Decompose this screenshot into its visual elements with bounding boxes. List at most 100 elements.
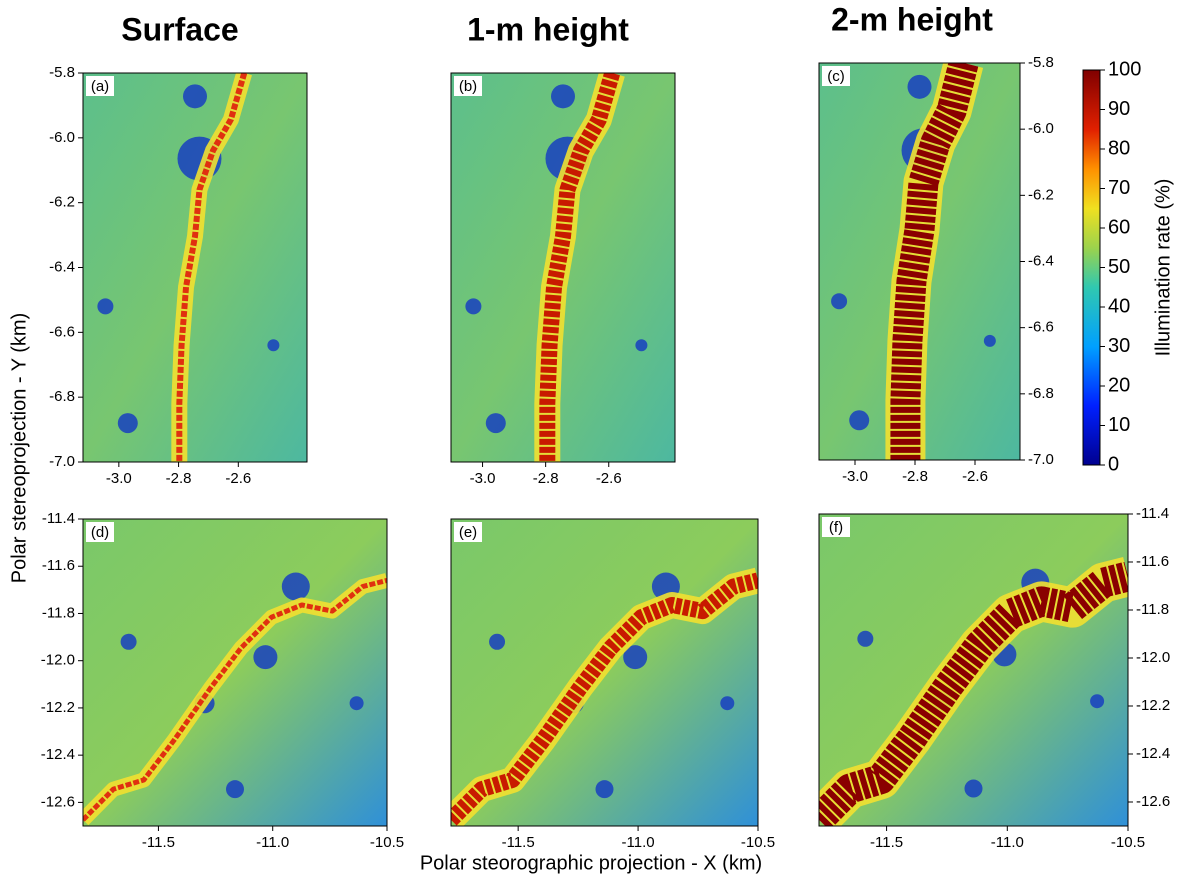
- x-tick-label: -2.6: [225, 470, 251, 487]
- illuminated-ridge: [819, 561, 1128, 826]
- colorbar-tick-label: 60: [1108, 216, 1130, 238]
- x-tick-label: -10.5: [1111, 834, 1145, 851]
- colorbar-tick-label: 50: [1108, 256, 1130, 278]
- shadow-area: [183, 84, 207, 109]
- shadow-area: [964, 779, 983, 798]
- y-tick-label: -6.8: [49, 388, 75, 405]
- shadow-area: [551, 84, 575, 109]
- y-tick-label: -6.2: [49, 194, 75, 211]
- y-tick-label: -12.2: [41, 699, 75, 716]
- y-tick-label: -11.4: [1136, 505, 1169, 522]
- shadow-area: [349, 696, 364, 711]
- colorbar-tick-label: 90: [1108, 98, 1130, 120]
- colorbar-tick-label: 40: [1108, 295, 1130, 317]
- heatmap-background: [83, 519, 387, 826]
- colorbar-tick-label: 10: [1108, 414, 1130, 436]
- y-tick-label: -6.2: [1028, 186, 1054, 203]
- panel-label-box: [822, 517, 850, 537]
- x-tick-label: -11.0: [991, 834, 1024, 851]
- y-tick-label: -11.4: [42, 510, 75, 527]
- shadow-area: [1090, 694, 1105, 709]
- colorbar-tick-label: 0: [1108, 453, 1119, 475]
- y-axis-label: Polar stereoprojection - Y (km): [8, 313, 30, 583]
- panel-label: (b): [459, 78, 477, 95]
- colorbar: [1082, 69, 1101, 466]
- heatmap: [83, 73, 307, 462]
- colorbar-label: Illumination rate (%): [1152, 179, 1174, 357]
- x-tick-label: -3.0: [842, 468, 868, 485]
- colorbar-tick-label: 70: [1108, 177, 1130, 199]
- frame: [450, 518, 759, 827]
- illuminated-ridge: [451, 572, 758, 826]
- y-tick-label: -6.0: [1028, 120, 1054, 137]
- x-tick-label: -2.8: [166, 470, 192, 487]
- shadow-area: [253, 645, 278, 670]
- colorbar-tick-label: 80: [1108, 137, 1130, 159]
- shadow-area: [485, 413, 506, 434]
- x-tick-label: -2.8: [533, 470, 559, 487]
- x-axis-label: Polar steorographic projection - X (km): [420, 852, 762, 874]
- panel-title: Surface: [121, 11, 238, 47]
- x-tick-label: -2.8: [902, 468, 928, 485]
- panel-label-box: [86, 522, 114, 542]
- panel-label: (a): [91, 78, 109, 95]
- y-tick-label: -11.6: [42, 557, 75, 574]
- panel-label: (e): [459, 524, 477, 541]
- shadow-area: [720, 696, 735, 711]
- x-tick-label: -10.5: [370, 834, 404, 851]
- x-tick-label: -10.5: [741, 834, 775, 851]
- panel-label: (f): [829, 519, 843, 536]
- colorbar-tick-label: 30: [1108, 335, 1130, 357]
- shadow-area: [849, 410, 870, 431]
- y-tick-label: -6.6: [49, 323, 75, 340]
- illuminated-ridge: [890, 63, 979, 460]
- panel-label: (c): [827, 68, 845, 85]
- illuminated-ridge: [83, 577, 387, 822]
- shadow-area: [831, 293, 848, 310]
- y-tick-label: -11.8: [42, 604, 75, 621]
- heatmap: [819, 514, 1128, 826]
- y-tick-label: -6.4: [49, 258, 75, 275]
- shadow-area: [907, 74, 932, 99]
- panel-label-box: [454, 522, 482, 542]
- y-tick-label: -12.4: [1136, 745, 1170, 762]
- colorbar-tick-label: 20: [1108, 374, 1130, 396]
- y-tick-label: -12.6: [41, 793, 75, 810]
- y-tick-label: -5.8: [49, 64, 75, 81]
- x-tick-label: -2.6: [962, 468, 988, 485]
- shadow-area: [97, 298, 114, 315]
- x-tick-label: -3.0: [106, 470, 132, 487]
- shadow-area: [281, 572, 310, 601]
- heatmap: [819, 63, 1020, 460]
- x-tick-label: -11.0: [622, 834, 655, 851]
- frame: [82, 518, 388, 827]
- y-tick-label: -12.0: [1136, 649, 1170, 666]
- y-tick-label: -6.0: [49, 129, 75, 146]
- y-tick-label: -6.8: [1028, 385, 1054, 402]
- y-tick-label: -6.4: [1028, 252, 1054, 269]
- y-tick-label: -7.0: [1028, 451, 1054, 468]
- shadow-area: [226, 780, 244, 799]
- heatmap: [451, 519, 758, 826]
- y-tick-label: -12.0: [41, 652, 75, 669]
- shadow-area: [983, 334, 996, 347]
- x-tick-label: -11.5: [142, 834, 175, 851]
- frame: [818, 513, 1129, 827]
- shadow-area: [267, 339, 280, 352]
- x-tick-label: -3.0: [470, 470, 496, 487]
- illuminated-ridge: [176, 73, 248, 462]
- frame: [450, 72, 676, 463]
- heatmap: [451, 73, 675, 462]
- panel-label-box: [454, 76, 482, 96]
- y-tick-label: -6.6: [1028, 319, 1054, 336]
- y-tick-label: -7.0: [49, 453, 75, 470]
- shadow-area: [120, 633, 137, 650]
- shadow-area: [595, 780, 614, 799]
- y-tick-label: -11.6: [1136, 553, 1169, 570]
- x-tick-label: -11.5: [502, 834, 535, 851]
- colorbar-tick-label: 100: [1108, 58, 1141, 80]
- panel-title: 2-m height: [831, 1, 993, 37]
- panel-label: (d): [91, 524, 109, 541]
- y-tick-label: -5.8: [1028, 54, 1054, 71]
